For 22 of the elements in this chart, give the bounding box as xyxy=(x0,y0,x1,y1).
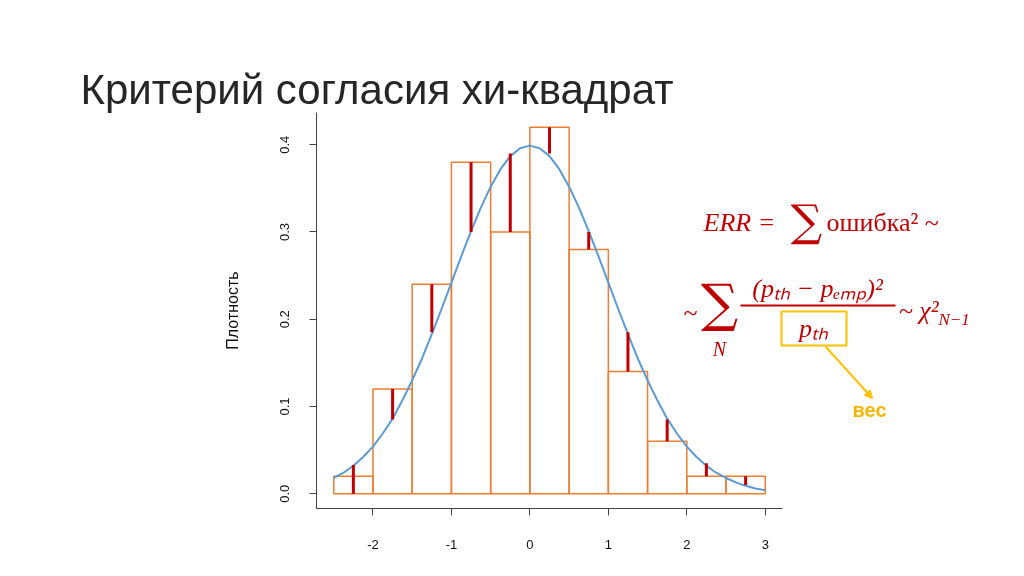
y-tick-label: 0.4 xyxy=(277,135,293,154)
y-axis-title: Плотность xyxy=(223,271,241,350)
y-tick-label: 0.1 xyxy=(277,397,293,416)
annotation: (pₜₕ − pₑₘₚ)² xyxy=(752,274,884,304)
text: вес xyxy=(852,398,887,421)
annotation: ERR = xyxy=(702,208,776,237)
x-tick-label: 0 xyxy=(526,536,534,552)
y-tick-label: 0.3 xyxy=(277,222,293,242)
x-tick-label: -1 xyxy=(445,536,458,552)
annotation: ∑ xyxy=(700,272,739,333)
x-tick-label: -2 xyxy=(367,536,379,552)
chart-title: Критерий согласия хи-квадрат xyxy=(80,65,674,113)
x-tick-label: 2 xyxy=(683,536,691,552)
text: ∑ xyxy=(790,195,823,246)
y-tick-label: 0.2 xyxy=(277,310,293,329)
y-tick-label: 0.0 xyxy=(277,484,293,503)
annotation: N xyxy=(711,337,728,360)
annotation: ~ xyxy=(683,298,698,327)
x-tick-label: 3 xyxy=(761,536,769,552)
text: pₜₕ xyxy=(797,314,829,343)
text: ошибка² ~ xyxy=(826,208,939,237)
x-tick-label: 1 xyxy=(604,536,612,552)
